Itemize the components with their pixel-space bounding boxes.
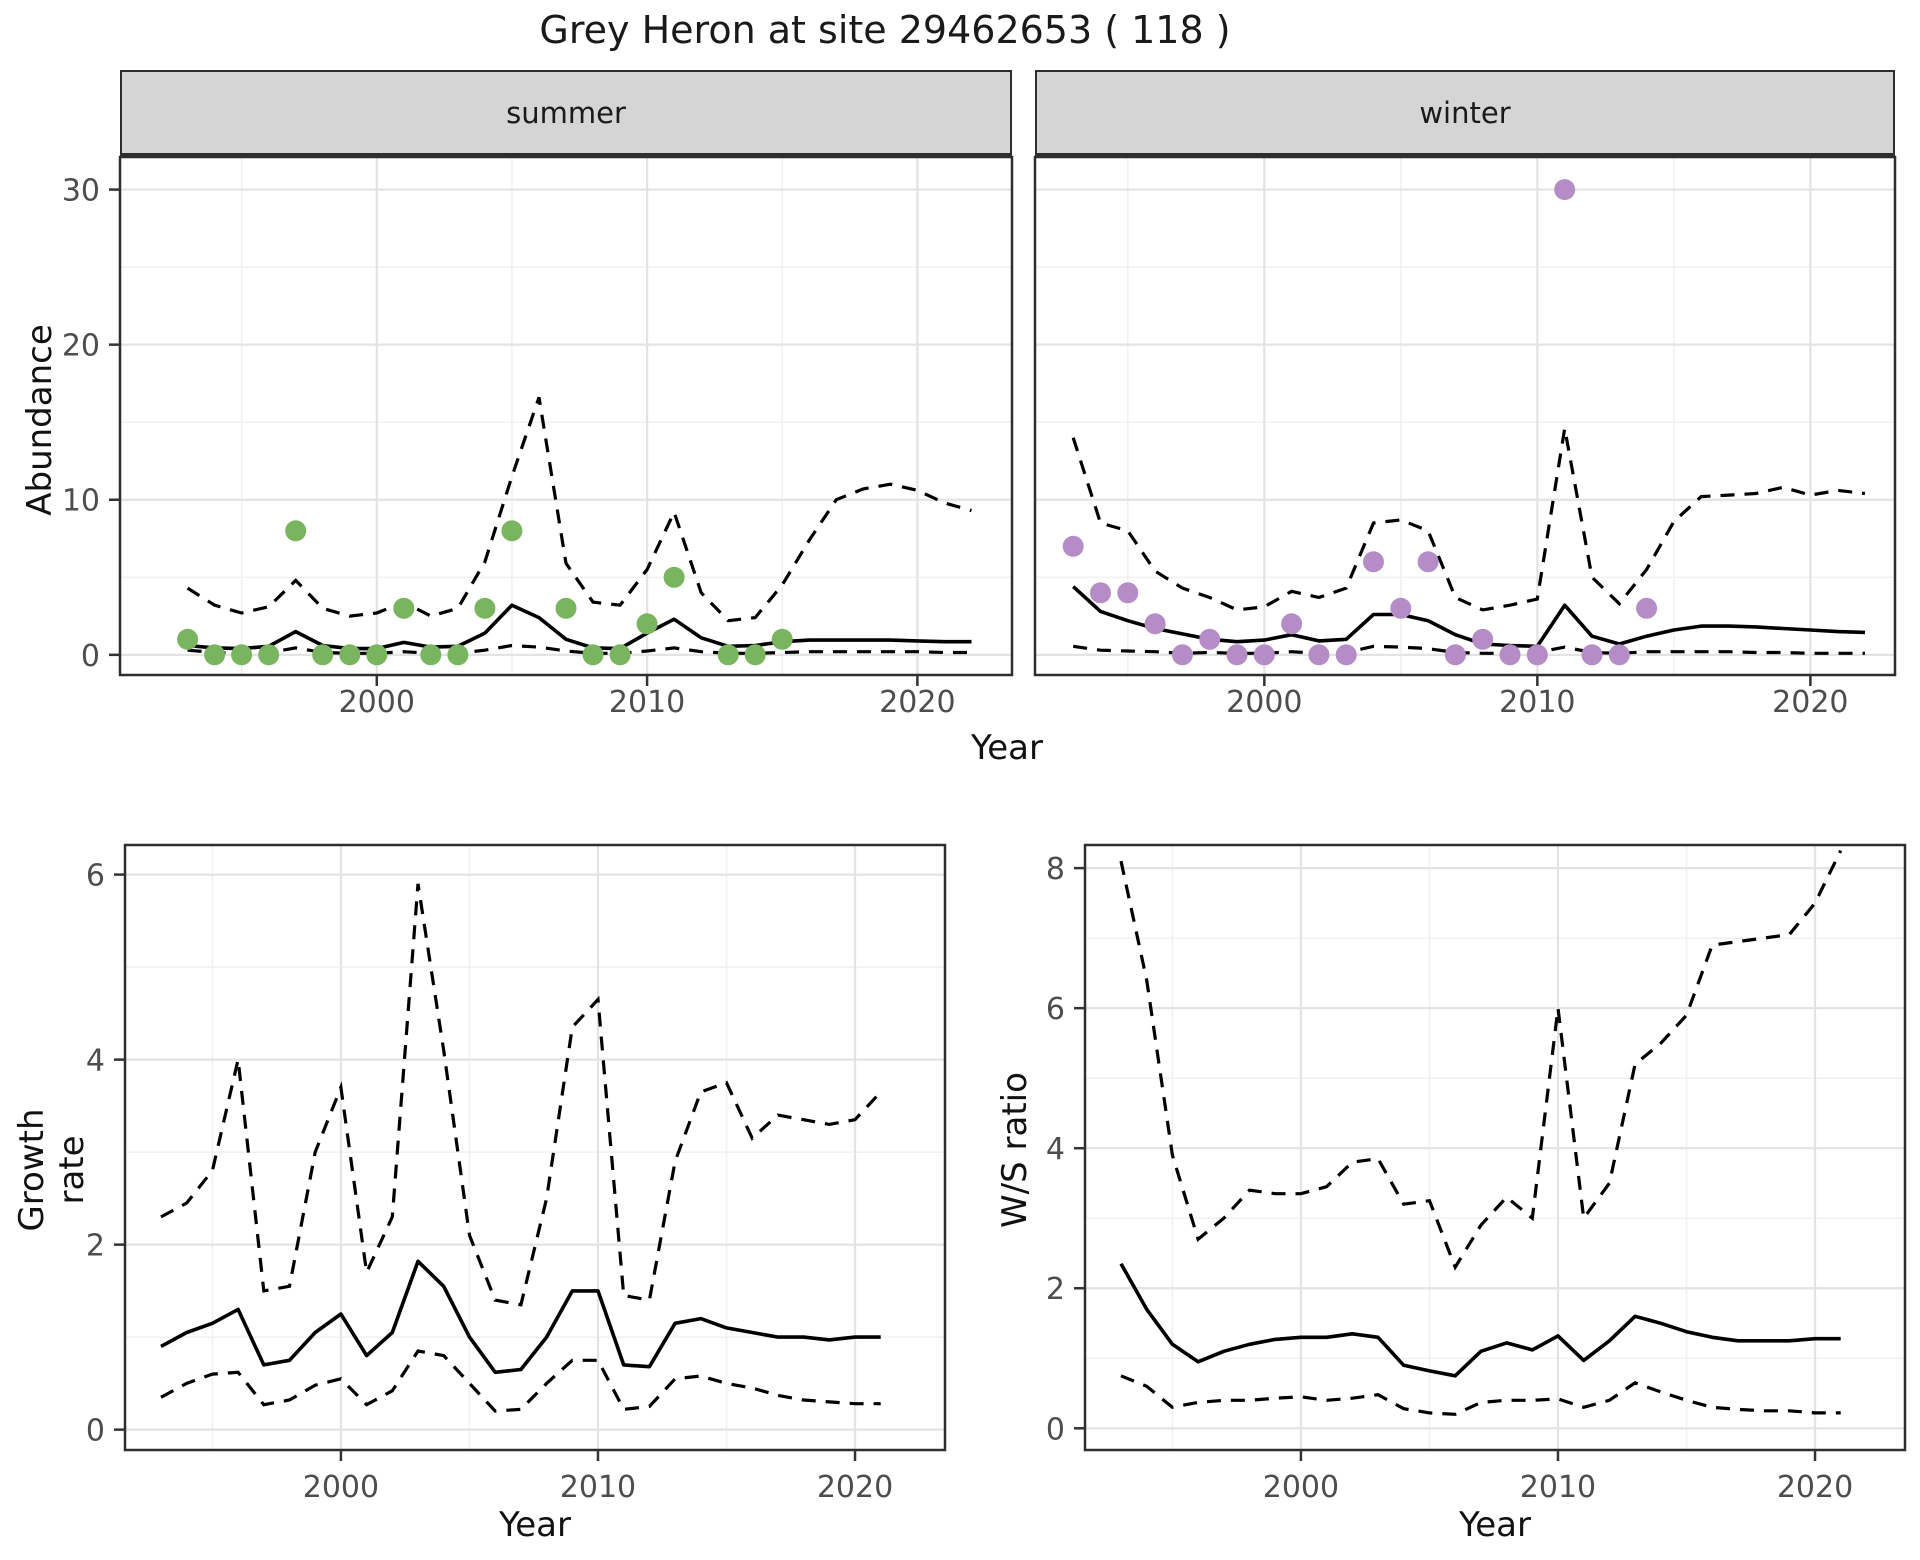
summer-observation-point [447, 644, 469, 666]
summer-observation-point [663, 566, 685, 588]
median-line [1119, 1262, 1841, 1378]
facet-strip-summer: summer [120, 70, 1012, 159]
winter-observation-point [1363, 551, 1384, 573]
abundance-winter-panel-bg [1035, 157, 1895, 675]
winter-observation-point [1554, 179, 1576, 201]
winter-observation-point [1417, 551, 1439, 573]
winter-observation-point [1253, 644, 1275, 666]
winter-observation-point [1608, 644, 1630, 666]
abundance-summer-panel-bg [120, 157, 1012, 675]
y-tick-label: 10 [62, 484, 100, 519]
summer-observation-point [609, 644, 631, 666]
y-tick-label: 4 [86, 1044, 105, 1079]
winter-observation-point [1390, 597, 1412, 619]
winter-observation-point [1636, 597, 1658, 619]
summer-observation-point [339, 644, 361, 666]
winter-observation-point [1144, 613, 1166, 635]
summer-observation-point [474, 597, 496, 619]
summer-observation-point [744, 644, 766, 666]
lower-ci-line [1072, 644, 1865, 655]
winter-observation-point [1171, 644, 1193, 666]
median-line [187, 603, 972, 651]
y-tick-label: 4 [1046, 1132, 1065, 1167]
top-year-axis-title: Year [971, 728, 1043, 768]
summer-observation-point [636, 613, 658, 635]
winter-observation-point [1335, 644, 1357, 666]
y-tick-label: 0 [81, 639, 100, 674]
facet-strip-summer-label: summer [506, 95, 626, 130]
facet-strip-winter: winter [1035, 70, 1895, 159]
upper-ci-line [186, 396, 972, 623]
y-tick-label: 2 [86, 1229, 105, 1264]
growth-year-axis-title: Year [499, 1505, 571, 1545]
y-tick-label: 6 [86, 859, 105, 894]
summer-observation-point [285, 520, 307, 542]
x-tick-label: 2010 [560, 1470, 636, 1505]
abundance-axis-title: Abundance [20, 324, 60, 516]
x-tick-label: 2010 [1499, 685, 1575, 720]
summer-observation-point [717, 644, 739, 666]
winter-observation-point [1281, 613, 1303, 635]
x-tick-label: 2000 [339, 685, 415, 720]
abundance-summer-panel-border [118, 155, 1014, 677]
y-tick-label: 8 [1046, 852, 1065, 887]
winter-observation-point [1308, 644, 1330, 666]
upper-ci-line [1071, 428, 1866, 612]
summer-observation-point [582, 644, 604, 666]
growth-panel-border [123, 843, 947, 1452]
summer-observation-point [177, 628, 199, 650]
upper-ci-line [1119, 849, 1843, 1271]
winter-observation-point [1062, 535, 1084, 557]
summer-observation-point [312, 644, 334, 666]
page-title: Grey Heron at site 29462653 ( 118 ) [539, 8, 1231, 52]
y-tick-label: 20 [62, 329, 100, 364]
y-tick-label: 2 [1046, 1272, 1065, 1307]
x-tick-label: 2020 [817, 1470, 893, 1505]
summer-observation-point [393, 597, 415, 619]
median-line [160, 1259, 881, 1375]
x-tick-label: 2000 [303, 1470, 379, 1505]
ws-year-axis-title: Year [1459, 1505, 1531, 1545]
upper-ci-line [160, 883, 882, 1307]
lower-ci-line [1120, 1374, 1841, 1416]
facet-strip-winter-label: winter [1419, 95, 1511, 130]
y-tick-label: 30 [62, 174, 100, 209]
winter-observation-point [1226, 644, 1248, 666]
summer-observation-point [420, 644, 442, 666]
x-tick-label: 2010 [1520, 1470, 1596, 1505]
abundance-winter-panel-border [1033, 155, 1897, 677]
y-tick-label: 0 [1046, 1412, 1065, 1447]
winter-observation-point [1526, 644, 1548, 666]
winter-observation-point [1090, 582, 1111, 604]
x-tick-label: 2010 [609, 685, 685, 720]
winter-observation-point [1472, 628, 1494, 650]
y-tick-label: 0 [86, 1414, 105, 1449]
x-tick-label: 2000 [1226, 685, 1302, 720]
ws-ratio-axis-title: W/S ratio [995, 1072, 1035, 1228]
winter-observation-point [1581, 644, 1603, 666]
summer-observation-point [258, 644, 280, 666]
x-tick-label: 2000 [1263, 1470, 1339, 1505]
winter-observation-point [1117, 582, 1139, 604]
lower-ci-line [160, 1349, 881, 1413]
summer-observation-point [231, 644, 253, 666]
summer-observation-point [366, 644, 388, 666]
summer-observation-point [204, 644, 226, 666]
winter-observation-point [1199, 628, 1221, 650]
x-tick-label: 2020 [1777, 1470, 1853, 1505]
y-tick-label: 6 [1046, 992, 1065, 1027]
winter-observation-point [1444, 644, 1466, 666]
x-tick-label: 2020 [1772, 685, 1848, 720]
summer-observation-point [555, 597, 577, 619]
summer-observation-point [771, 628, 793, 650]
x-tick-label: 2020 [879, 685, 955, 720]
winter-observation-point [1499, 644, 1521, 666]
growth-rate-axis-title: Growth rate [12, 1108, 92, 1232]
summer-observation-point [501, 520, 523, 542]
